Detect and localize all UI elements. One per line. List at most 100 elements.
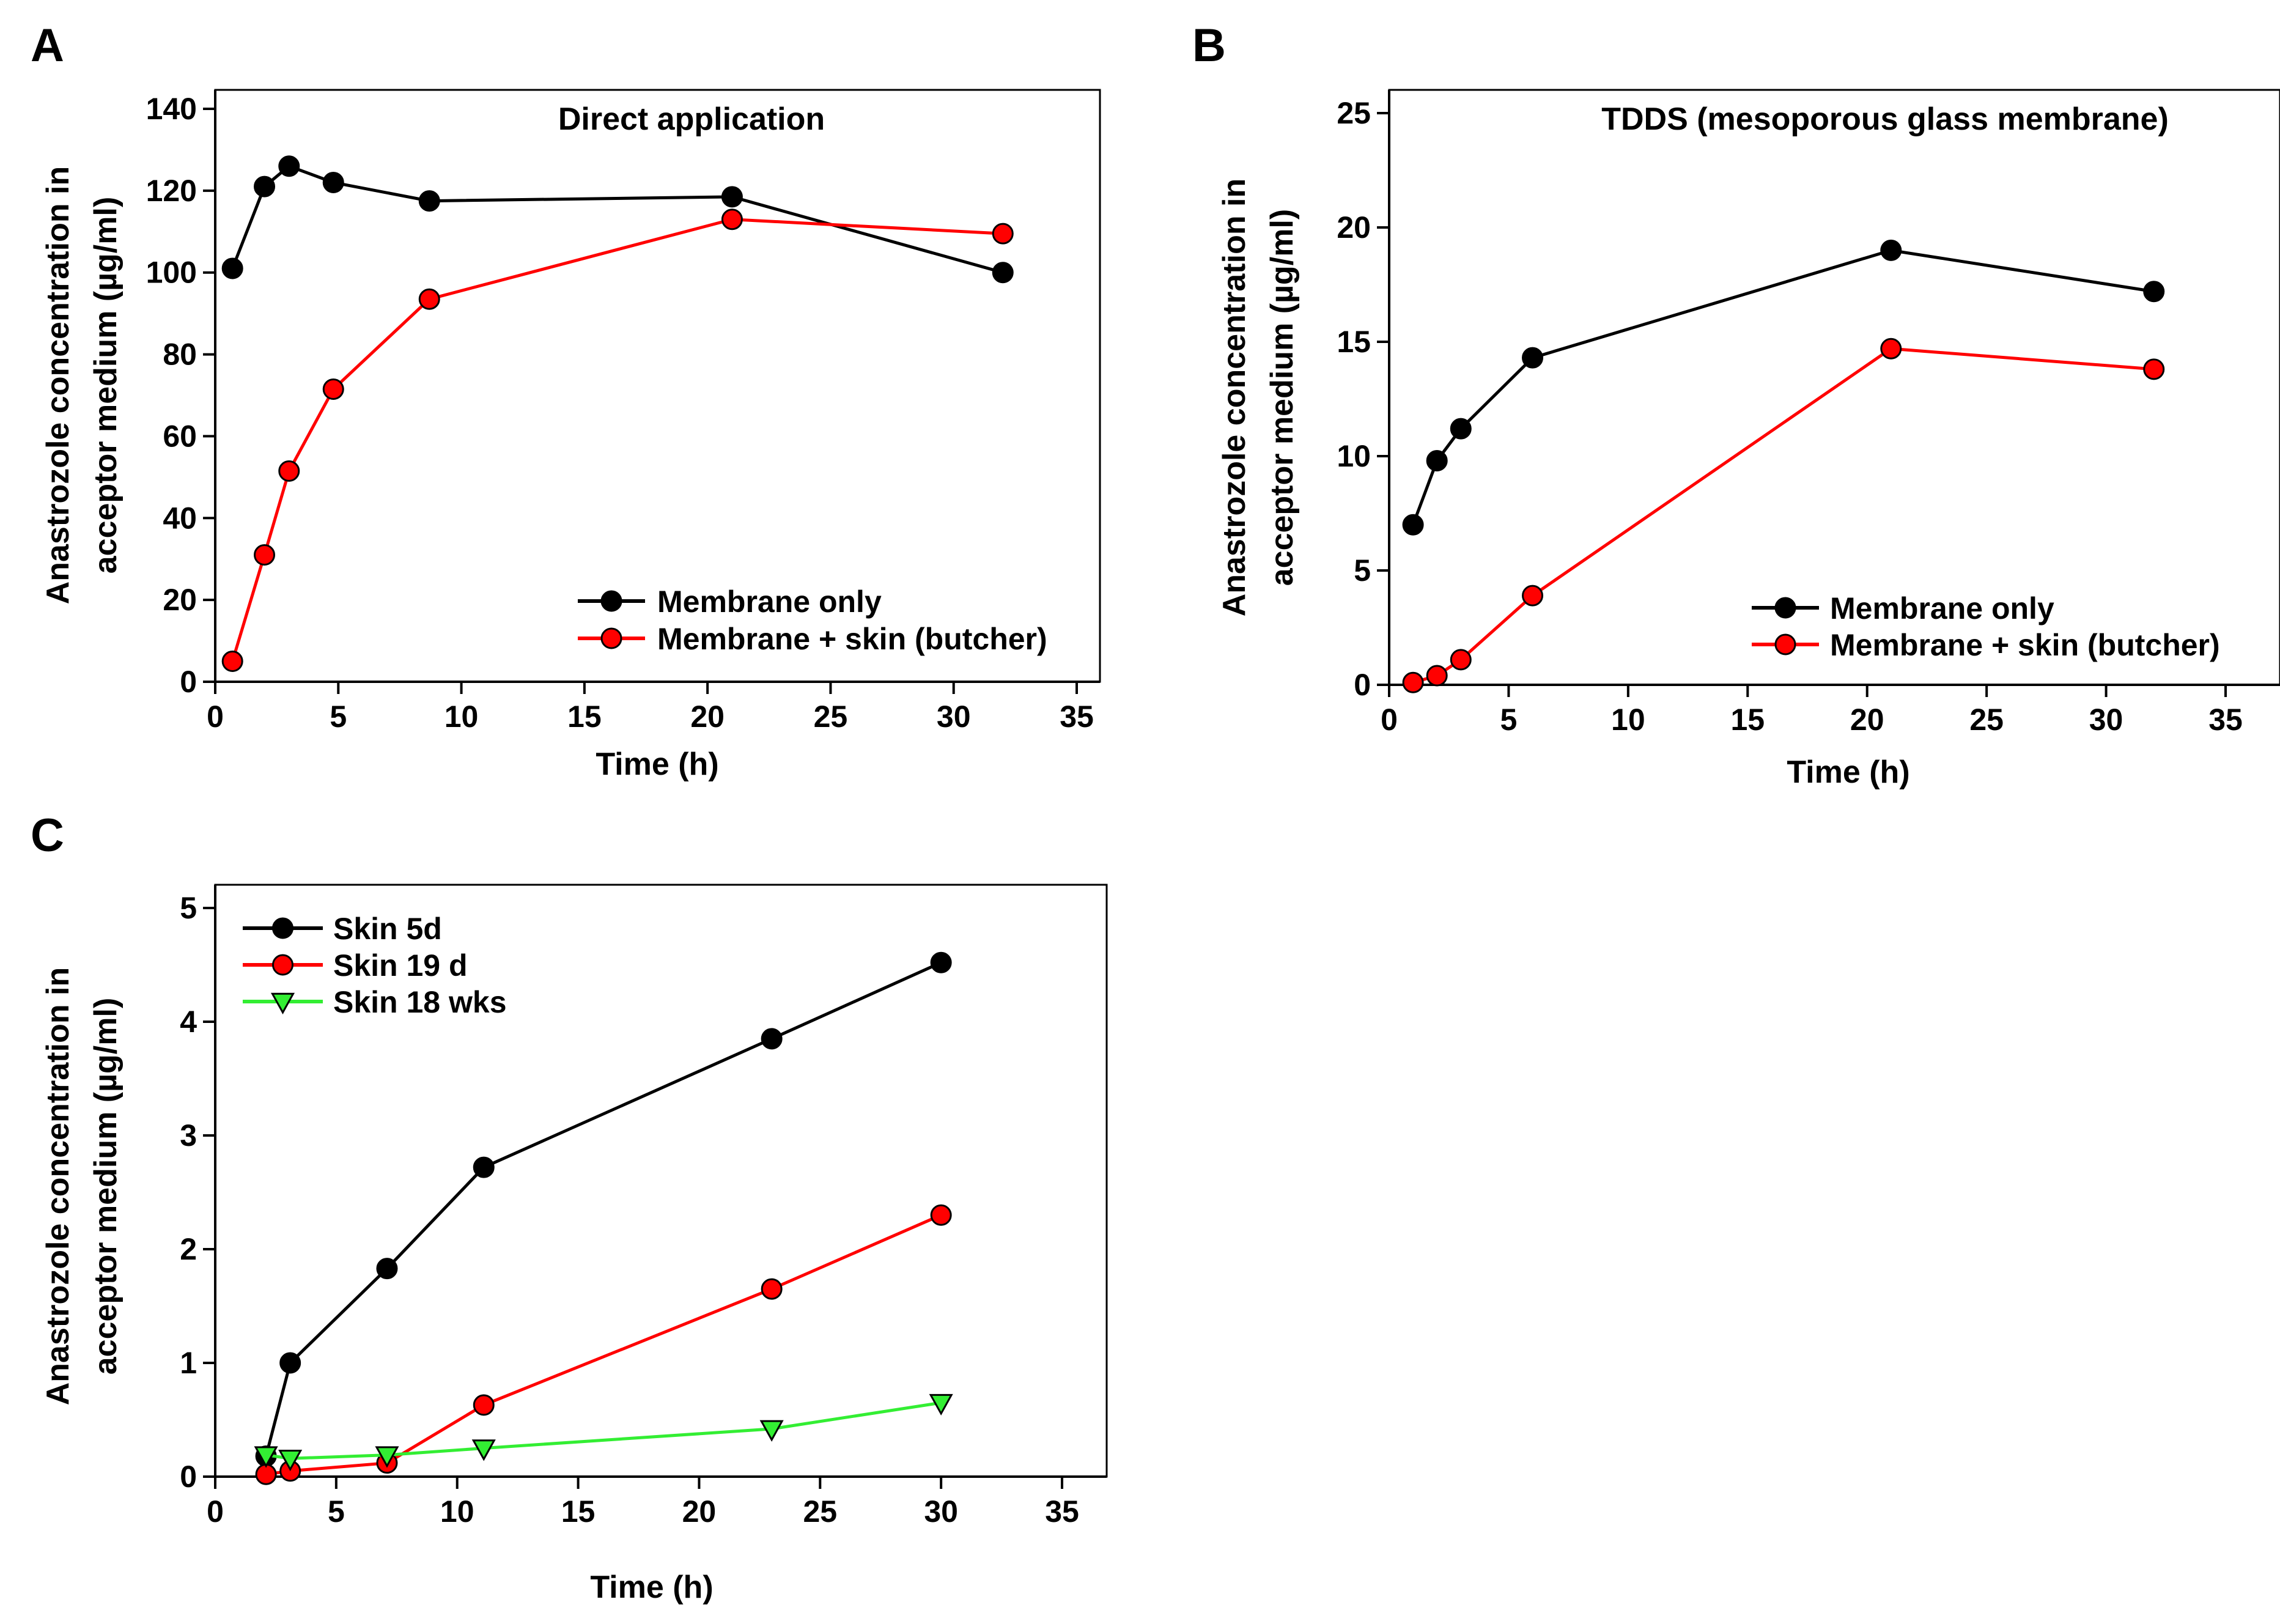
panel-b-series-1-point[interactable] bbox=[1426, 449, 1448, 471]
panel-a-y-tick-label: 120 bbox=[146, 174, 197, 208]
panel-b-series-1-point[interactable] bbox=[1522, 347, 1544, 369]
panel-b-series-1-point[interactable] bbox=[1450, 418, 1472, 440]
panel-a-x-tick-label: 5 bbox=[330, 699, 347, 734]
panel-c-legend-marker-circle-icon[interactable] bbox=[272, 954, 293, 976]
panel-c-legend-marker-triangle-icon[interactable] bbox=[270, 992, 295, 1014]
panel-c-chart: C 0 5 10 15 20 25 30 35 0 1 2 3 4 5 Time (h) Anastrozole… bbox=[31, 810, 1108, 1605]
panel-c-series-3-point[interactable] bbox=[759, 1420, 784, 1442]
panel-a-legend-marker-circle-icon[interactable] bbox=[600, 590, 622, 612]
panel-a-series-1-point[interactable] bbox=[254, 175, 276, 197]
panel-b-y-tick-label: 10 bbox=[1337, 439, 1371, 473]
panel-b-y-tick-label: 20 bbox=[1337, 210, 1371, 245]
panel-c-series-3-line bbox=[265, 1401, 942, 1460]
panel-c-series-2-point[interactable] bbox=[761, 1278, 783, 1300]
panel-c-series-3-point[interactable] bbox=[471, 1439, 496, 1461]
panel-a-series-1-point[interactable] bbox=[278, 155, 300, 177]
panel-c-legend-label: Skin 18 wks bbox=[333, 985, 507, 1019]
panel-a-series-2-point[interactable] bbox=[278, 460, 300, 482]
panel-a-legend-marker-circle-icon[interactable] bbox=[600, 627, 622, 649]
panel-a-x-tick-label: 10 bbox=[445, 699, 479, 734]
panel-a-y-tick-label: 80 bbox=[163, 338, 197, 372]
panel-c-series-1-point[interactable] bbox=[279, 1352, 301, 1374]
panel-a-series-1-point[interactable] bbox=[221, 257, 243, 279]
panel-c-legend-label: Skin 19 d bbox=[333, 948, 468, 983]
panel-c-series-1 bbox=[255, 951, 952, 1467]
panel-a-x-tick-label: 25 bbox=[814, 699, 848, 734]
panel-c-x-tick-label: 20 bbox=[682, 1494, 717, 1529]
panel-c-series-3-point[interactable] bbox=[278, 1449, 303, 1472]
panel-c-series-3 bbox=[254, 1393, 953, 1472]
panel-c-legend-label: Skin 5d bbox=[333, 912, 442, 946]
panel-b-series-2-point[interactable] bbox=[1522, 585, 1544, 607]
panel-c-series-1-point[interactable] bbox=[930, 951, 952, 973]
panel-b-series-2-point[interactable] bbox=[1426, 665, 1448, 687]
panel-b-legend-label: Membrane + skin (butcher) bbox=[1830, 628, 2220, 662]
panel-a-series-1-point[interactable] bbox=[992, 262, 1014, 284]
panel-a-series-2-point[interactable] bbox=[221, 651, 243, 673]
panel-c-x-tick-label: 30 bbox=[924, 1494, 958, 1529]
panel-b-legend-marker-circle-icon[interactable] bbox=[1774, 633, 1796, 655]
panel-b-x-tick-label: 10 bbox=[1611, 703, 1645, 737]
panel-b-series-1-point[interactable] bbox=[2143, 281, 2165, 303]
panel-c-series-2 bbox=[255, 1204, 952, 1485]
panel-b-x-tick-label: 30 bbox=[2089, 703, 2123, 737]
panel-a-y-tick-label: 0 bbox=[180, 665, 197, 699]
panel-b-y-tick-label: 25 bbox=[1337, 96, 1371, 130]
panel-a-y-tick-label: 100 bbox=[146, 256, 197, 290]
panel-a-series-2-point[interactable] bbox=[992, 223, 1014, 245]
panel-c-series-2-point[interactable] bbox=[473, 1394, 495, 1416]
panel-b-y-axis-label-line2: acceptor medium (µg/ml) bbox=[1264, 209, 1300, 586]
panel-a-series-1-point[interactable] bbox=[721, 186, 743, 208]
panel-a-x-tick-label: 35 bbox=[1060, 699, 1094, 734]
panel-a-y-tick-label: 20 bbox=[163, 583, 197, 617]
panel-a-series-2-point[interactable] bbox=[322, 378, 344, 400]
panel-a-series-1-point[interactable] bbox=[418, 190, 440, 212]
panel-b-series-2-point[interactable] bbox=[1450, 649, 1472, 671]
panel-c-x-tick-label: 0 bbox=[207, 1494, 224, 1529]
panel-b-series-2 bbox=[1402, 338, 2165, 693]
panel-a-series-1-line bbox=[231, 164, 1003, 275]
panel-b-title: TDDS (mesoporous glass membrane) bbox=[1601, 102, 2169, 137]
panel-a-x-tick-label: 20 bbox=[690, 699, 725, 734]
panel-a-chart: A 0 5 10 15 20 25 30 35 0 20 40 60 80 100 120 140 Direct … bbox=[31, 20, 1101, 782]
panel-c-series-1-point[interactable] bbox=[473, 1156, 495, 1178]
panel-b-series-1-point[interactable] bbox=[1880, 239, 1902, 261]
panel-a-series-1-point[interactable] bbox=[322, 171, 344, 193]
panel-c-series-2-line bbox=[265, 1213, 942, 1476]
panel-b-series-2-point[interactable] bbox=[1402, 671, 1424, 693]
panel-c-series-1-point[interactable] bbox=[761, 1028, 783, 1050]
panel-a-series-2-point[interactable] bbox=[418, 288, 440, 310]
panel-a-y-axis-label-line1: Anastrozole concentration in bbox=[40, 166, 76, 605]
panel-b-series-1-point[interactable] bbox=[1402, 514, 1424, 536]
panel-c-series-3-point[interactable] bbox=[254, 1446, 278, 1468]
panel-b-legend-marker-circle-icon[interactable] bbox=[1774, 597, 1796, 619]
panel-b-y-tick-label: 0 bbox=[1354, 668, 1371, 702]
panel-c-y-tick-label: 4 bbox=[180, 1005, 197, 1039]
panel-a-series-2-point[interactable] bbox=[721, 209, 743, 231]
panel-c-series-3-point[interactable] bbox=[375, 1446, 399, 1468]
panel-c-series-3-point[interactable] bbox=[929, 1393, 953, 1416]
panel-c-y-axis-label-line2: acceptor medium (µg/ml) bbox=[88, 998, 124, 1375]
panel-c-x-axis-label: Time (h) bbox=[590, 1570, 713, 1605]
panel-c-y-tick-label: 2 bbox=[180, 1232, 197, 1266]
panel-a-legend-label: Membrane only bbox=[657, 585, 882, 619]
panel-b-series-2-point[interactable] bbox=[2143, 358, 2165, 380]
panel-c-legend-marker-circle-icon[interactable] bbox=[272, 917, 293, 939]
panel-c-series-2-point[interactable] bbox=[930, 1204, 952, 1226]
panel-b-x-tick-label: 15 bbox=[1730, 703, 1765, 737]
panel-c-letter: C bbox=[31, 810, 64, 862]
panel-a-legend-label: Membrane + skin (butcher) bbox=[657, 622, 1047, 656]
panel-a-y-tick-label: 40 bbox=[163, 501, 197, 535]
panel-c-x-tick-label: 15 bbox=[561, 1494, 596, 1529]
panel-a-series-2-point[interactable] bbox=[254, 544, 276, 566]
panel-c-x-tick-label: 10 bbox=[440, 1494, 474, 1529]
panel-a-letter: A bbox=[31, 20, 64, 72]
panel-b-series-1 bbox=[1402, 239, 2165, 536]
panel-b-series-2-point[interactable] bbox=[1880, 338, 1902, 360]
panel-c-series-1-point[interactable] bbox=[376, 1258, 398, 1280]
panel-c-y-tick-label: 0 bbox=[180, 1460, 197, 1494]
